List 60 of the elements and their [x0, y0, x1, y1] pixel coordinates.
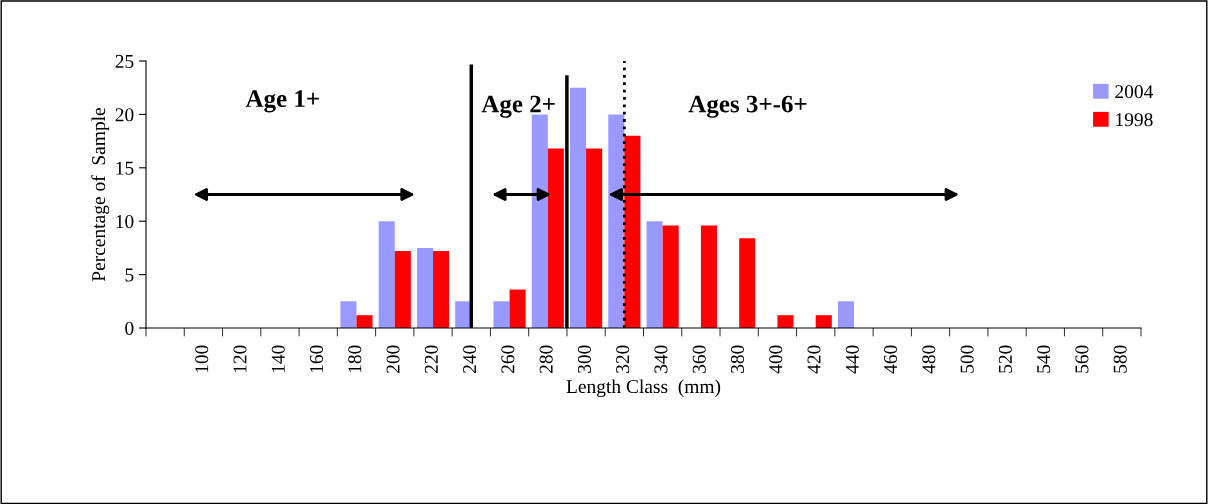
bar [815, 315, 832, 328]
x-tick-label: 140 [271, 345, 285, 373]
bar [739, 238, 756, 328]
x-tick-label: 440 [845, 345, 859, 374]
x-tick-label: 380 [730, 345, 745, 373]
bar [493, 301, 510, 328]
x-tick-label: 300 [577, 345, 591, 373]
bar [547, 148, 564, 328]
y-tick-label: 0 [125, 321, 134, 335]
y-tick-label: 25 [115, 54, 134, 68]
bar [394, 251, 411, 328]
legend-label: 1998 [1116, 113, 1153, 127]
x-tick-label: 240 [463, 345, 477, 373]
y-tick-label: 5 [125, 268, 134, 282]
bar [608, 114, 625, 328]
bar [570, 87, 587, 328]
x-axis-title: Length Class (mm) [566, 379, 721, 398]
bar [340, 301, 357, 328]
x-tick-label: 120 [233, 345, 247, 373]
x-tick-label: 580 [1113, 345, 1127, 373]
bar [455, 301, 472, 328]
x-tick-label: 360 [692, 345, 706, 373]
bar [509, 289, 526, 328]
x-tick-label: 400 [769, 345, 783, 374]
bar [777, 315, 794, 328]
x-tick-label: 560 [1075, 345, 1089, 373]
x-tick-label: 220 [424, 345, 438, 373]
bar [700, 225, 717, 328]
bar [662, 225, 679, 328]
bar [837, 301, 854, 328]
legend-label: 2004 [1115, 85, 1154, 99]
bar [531, 114, 548, 328]
x-tick-label: 180 [348, 345, 362, 373]
x-tick-label: 160 [309, 345, 324, 373]
x-tick-label: 460 [884, 345, 898, 374]
x-tick-label: 100 [195, 345, 209, 373]
bar [356, 315, 373, 328]
y-tick-label: 15 [116, 161, 134, 175]
x-tick-label: 500 [960, 345, 974, 373]
x-tick-label: 260 [501, 345, 515, 373]
bar [416, 247, 434, 328]
x-tick-label: 340 [654, 345, 668, 373]
bar [433, 251, 450, 328]
annotation: Ages 3+-6+ [688, 95, 807, 118]
x-tick-label: 280 [539, 345, 553, 373]
x-tick-label: 320 [616, 345, 630, 373]
bar [646, 221, 663, 328]
x-tick-label: 540 [1037, 345, 1051, 373]
bar [378, 221, 395, 328]
y-tick-label: 10 [116, 215, 134, 229]
y-axis-title: Percentage of Sample [91, 107, 110, 282]
annotation: Age 1+ [245, 90, 319, 113]
bar [586, 148, 603, 328]
x-tick-label: 520 [998, 345, 1012, 373]
x-tick-label: 420 [807, 345, 821, 374]
bar [624, 135, 641, 328]
x-tick-label: 480 [922, 345, 936, 374]
y-tick-label: 20 [115, 108, 134, 122]
x-tick-label: 200 [386, 345, 400, 373]
annotation: Age 2+ [481, 95, 555, 118]
